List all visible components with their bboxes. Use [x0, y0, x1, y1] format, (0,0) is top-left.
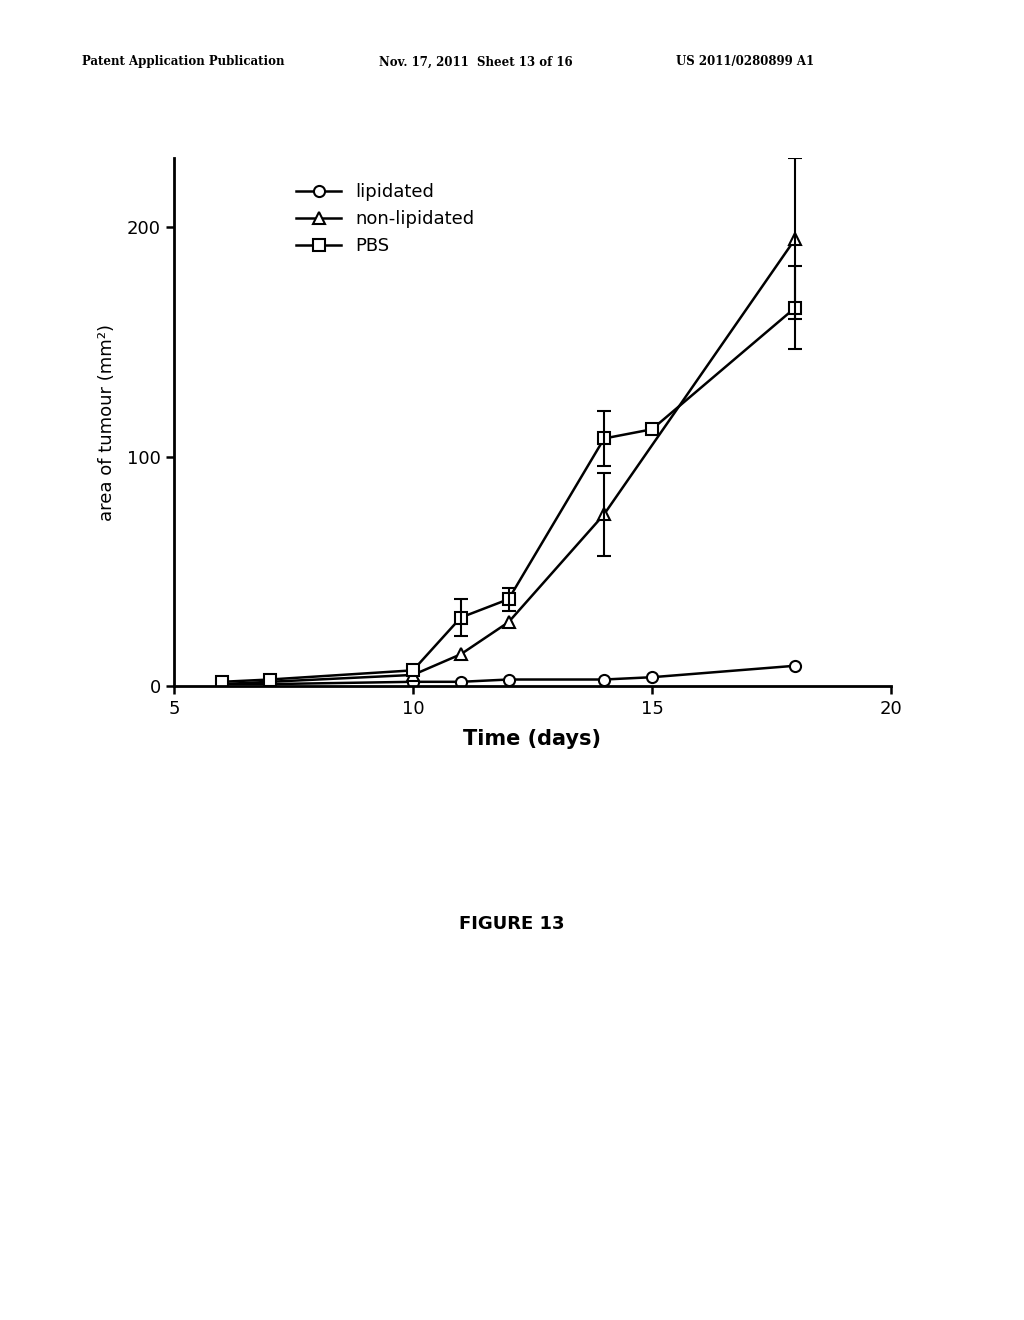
Text: US 2011/0280899 A1: US 2011/0280899 A1: [676, 55, 814, 69]
non-lipidated: [455, 647, 467, 663]
PBS: [407, 663, 419, 678]
lipidated: [503, 672, 515, 688]
PBS: [455, 610, 467, 626]
Line: PBS: PBS: [216, 302, 801, 688]
non-lipidated: [598, 507, 610, 523]
PBS: [216, 675, 228, 690]
Line: non-lipidated: non-lipidated: [216, 234, 801, 689]
Y-axis label: area of tumour (mm²): area of tumour (mm²): [97, 323, 116, 521]
lipidated: [646, 669, 658, 685]
lipidated: [407, 675, 419, 690]
lipidated: [790, 657, 802, 673]
Text: Patent Application Publication: Patent Application Publication: [82, 55, 285, 69]
Text: Nov. 17, 2011  Sheet 13 of 16: Nov. 17, 2011 Sheet 13 of 16: [379, 55, 572, 69]
PBS: [263, 672, 275, 688]
Legend: lipidated, non-lipidated, PBS: lipidated, non-lipidated, PBS: [291, 178, 480, 261]
PBS: [598, 430, 610, 446]
non-lipidated: [216, 676, 228, 692]
lipidated: [263, 676, 275, 692]
PBS: [646, 421, 658, 437]
lipidated: [216, 676, 228, 692]
lipidated: [598, 672, 610, 688]
non-lipidated: [503, 614, 515, 630]
Line: lipidated: lipidated: [216, 660, 801, 689]
PBS: [790, 300, 802, 315]
non-lipidated: [263, 675, 275, 690]
X-axis label: Time (days): Time (days): [464, 729, 601, 748]
non-lipidated: [407, 667, 419, 682]
non-lipidated: [790, 231, 802, 247]
lipidated: [455, 675, 467, 690]
Text: FIGURE 13: FIGURE 13: [459, 915, 565, 933]
PBS: [503, 591, 515, 607]
